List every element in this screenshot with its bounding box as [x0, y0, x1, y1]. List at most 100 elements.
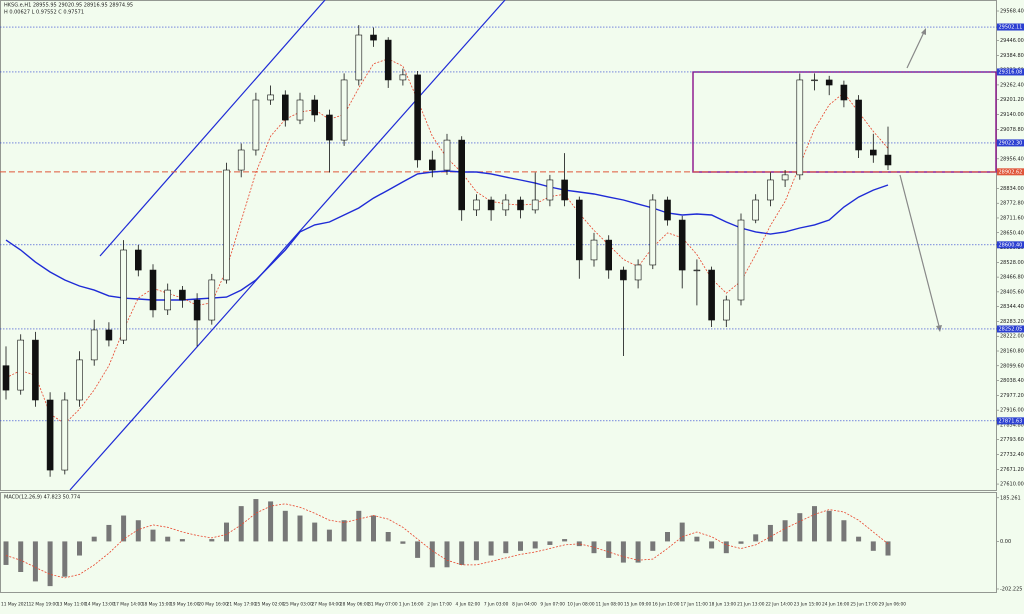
candle-body	[179, 289, 186, 301]
x-tick-label: 25 May 03:00	[283, 602, 313, 608]
candle-body	[428, 159, 436, 171]
candle-body	[620, 269, 627, 281]
y-tick-label: 29201.20	[1000, 97, 1024, 103]
candle-body	[531, 199, 539, 211]
candle-body	[869, 149, 877, 156]
level-label: 29316.08	[999, 69, 1023, 75]
level-tag	[997, 241, 1024, 249]
macd-bar	[238, 506, 244, 542]
x-tick-label: 28 May 06:00	[340, 602, 370, 608]
macd-bar	[62, 541, 68, 577]
trend-line	[99, 0, 326, 257]
y-tick-label: 28528.00	[1000, 260, 1024, 266]
candle-body	[2, 365, 10, 391]
macd-bar	[400, 541, 406, 544]
candle-body	[781, 174, 789, 181]
macd-bar	[459, 541, 465, 565]
x-tick-label: 13 May 11:00	[57, 602, 87, 608]
candle-body	[252, 99, 260, 151]
macd-bar	[503, 541, 509, 554]
level-tag	[997, 23, 1024, 31]
trend-line	[69, 0, 506, 491]
y-tick-label: 28466.80	[1000, 275, 1024, 281]
macd-bar	[135, 520, 141, 542]
x-tick-label: 12 May 19:00	[29, 602, 59, 608]
y-tick-label: 28222.00	[1000, 334, 1024, 340]
candle-body	[487, 199, 495, 211]
macd-bar	[488, 541, 494, 556]
x-tick-label: 11 May 2021	[1, 602, 29, 608]
y-tick-label: 28405.60	[1000, 289, 1024, 295]
macd-bar	[620, 541, 626, 563]
y2-tick-label: 0.00	[1000, 539, 1011, 545]
y-tick-label: 28956.40	[1000, 156, 1024, 162]
macd-bar	[547, 541, 553, 545]
macd-bar	[429, 541, 435, 568]
macd-bar	[576, 541, 582, 547]
x-tick-label: 24 Jun 16:00	[822, 602, 850, 608]
candle-body	[267, 94, 274, 101]
candle-body	[281, 94, 289, 121]
macd-bar	[606, 541, 612, 558]
candle-body	[767, 179, 774, 201]
arrow-head	[936, 325, 942, 332]
candle-body	[884, 154, 892, 166]
y-tick-label: 29262.40	[1000, 82, 1024, 88]
candle-body	[855, 99, 862, 151]
macd-bar	[562, 539, 568, 542]
candle-body	[311, 99, 319, 116]
chart-title: HKSG.e,H1 28955.95 29020.95 28916.95 289…	[4, 3, 133, 9]
macd-bar	[812, 506, 817, 542]
y-tick-label: 28099.60	[1000, 363, 1024, 369]
level-tag	[997, 325, 1024, 333]
macd-bar	[679, 522, 685, 542]
candle-body	[399, 74, 407, 81]
candle-body	[414, 74, 421, 161]
candle-body	[811, 79, 818, 82]
macd-bar	[18, 541, 24, 572]
y-tick-label: 27671.20	[1000, 467, 1024, 473]
level-tag	[997, 168, 1024, 176]
y-tick-label: 27732.40	[1000, 452, 1024, 458]
x-tick-label: 18 May 15:00	[142, 602, 172, 608]
candle-body	[46, 399, 54, 471]
macd-bar	[473, 541, 479, 561]
y-tick-label: 28038.40	[1000, 378, 1024, 384]
candle-body	[575, 199, 583, 261]
x-tick-label: 14 May 13:00	[85, 602, 115, 608]
x-tick-label: 19 May 16:00	[170, 602, 200, 608]
y-tick-label: 28711.60	[1000, 215, 1024, 221]
candle-body	[796, 79, 804, 176]
x-tick-label: 29 Jun 06:00	[879, 602, 907, 608]
level-tag	[997, 139, 1024, 147]
macd-bar	[782, 520, 788, 542]
y2-tick-label: -202.225	[1000, 586, 1022, 592]
candle-body	[590, 239, 598, 261]
macd-bar	[753, 534, 759, 542]
macd-bar	[209, 539, 215, 542]
macd-bar	[650, 541, 656, 551]
macd-bar	[32, 541, 38, 582]
y-tick-label: 28772.80	[1000, 201, 1024, 207]
y-tick-label: 27916.00	[1000, 408, 1024, 414]
candle-body	[296, 99, 304, 121]
macd-bar	[47, 541, 53, 587]
macd-bar	[121, 515, 127, 542]
macd-bar	[341, 520, 347, 542]
candle-body	[649, 199, 657, 266]
macd-bar	[665, 532, 670, 542]
candle-body	[32, 339, 39, 401]
candle-body	[443, 139, 451, 171]
arrow-head	[921, 28, 926, 35]
macd-bar	[371, 515, 376, 542]
macd-bar	[856, 536, 862, 542]
candle-body	[135, 249, 142, 271]
x-tick-label: 17 Jun 11:00	[681, 602, 709, 608]
candle-body	[340, 79, 348, 141]
macd-bar	[738, 541, 744, 544]
y-tick-label: 27610.00	[1000, 482, 1024, 488]
x-tick-label: 8 Jun 04:00	[512, 602, 537, 608]
candle-body	[223, 169, 230, 281]
candle-body	[722, 299, 730, 321]
